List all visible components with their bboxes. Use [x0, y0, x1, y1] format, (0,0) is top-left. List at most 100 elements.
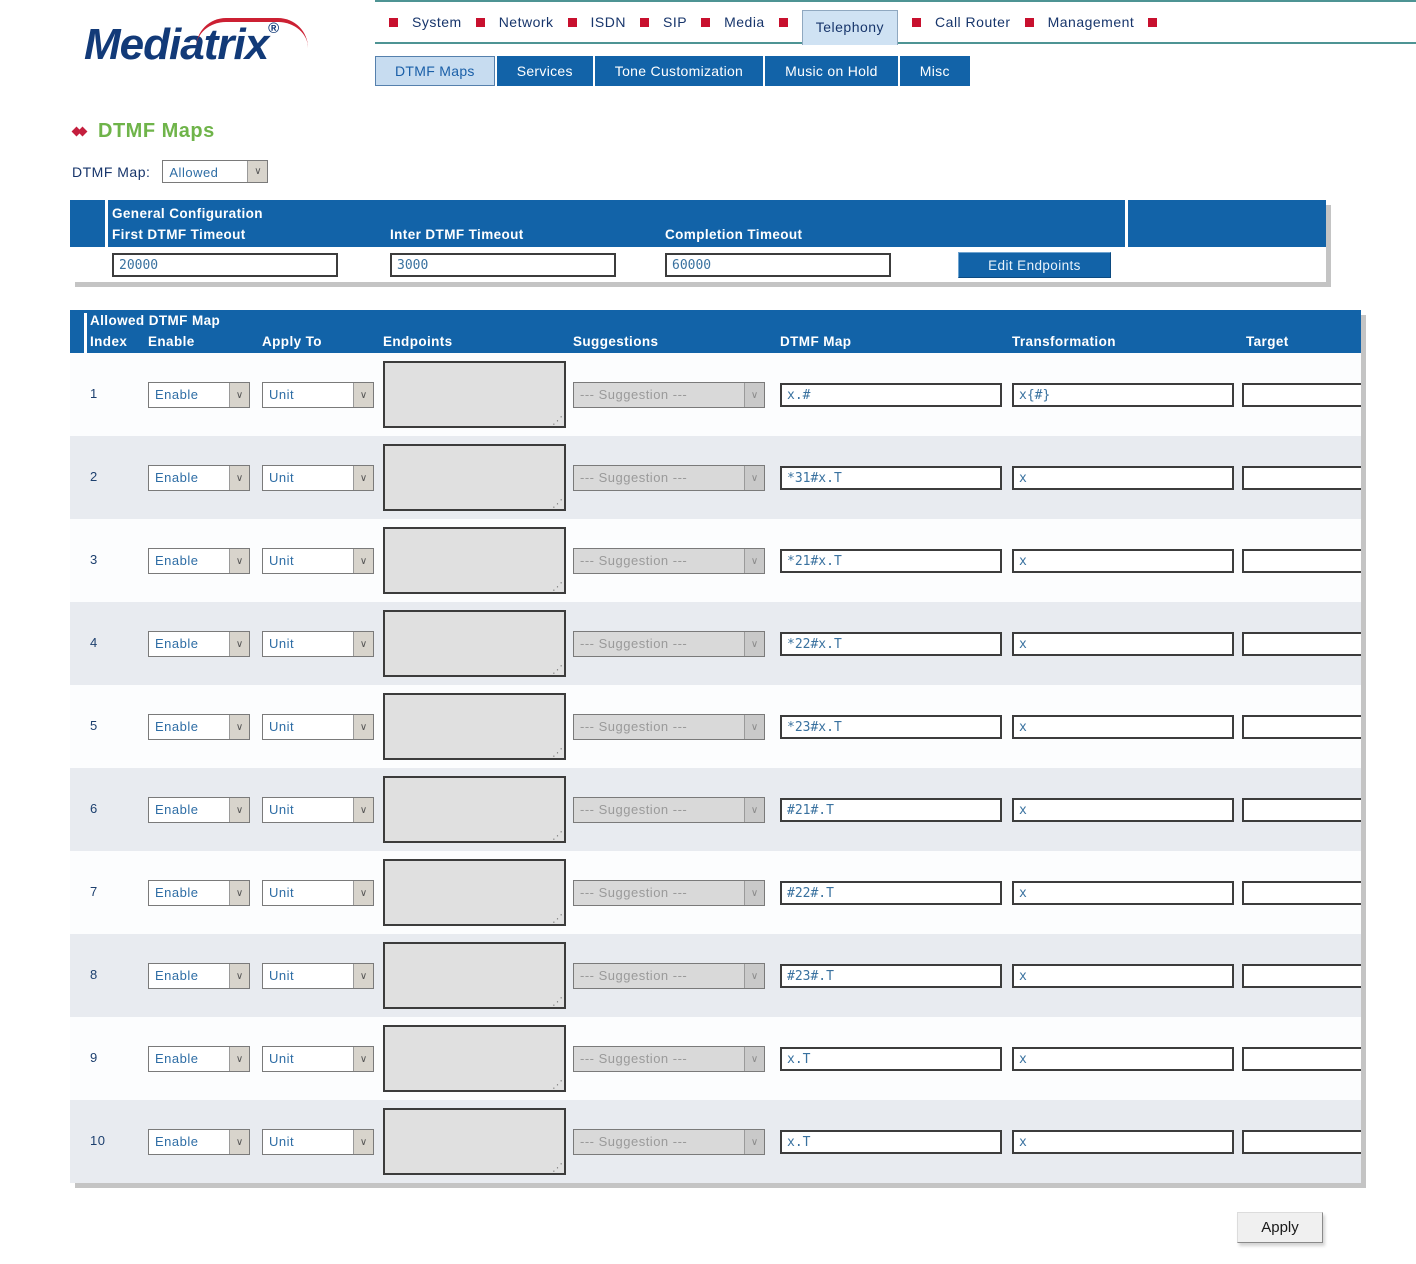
chevron-down-icon[interactable]: ∨	[353, 1047, 373, 1071]
endpoints-textarea[interactable]	[383, 527, 566, 594]
dtmf-map-input[interactable]	[780, 632, 1002, 656]
top-nav-item-sip[interactable]: SIP	[663, 14, 688, 30]
chevron-down-icon[interactable]: ∨	[353, 715, 373, 739]
chevron-down-icon[interactable]: ∨	[353, 632, 373, 656]
chevron-down-icon[interactable]: ∨	[353, 383, 373, 407]
chevron-down-icon[interactable]: ∨	[229, 1130, 249, 1154]
endpoints-textarea[interactable]	[383, 361, 566, 428]
inter-dtmf-timeout-input[interactable]	[390, 253, 616, 277]
target-input[interactable]	[1242, 1047, 1361, 1071]
chevron-down-icon[interactable]: ∨	[229, 881, 249, 905]
transformation-input[interactable]	[1012, 715, 1234, 739]
chevron-down-icon[interactable]: ∨	[229, 1047, 249, 1071]
endpoints-textarea[interactable]	[383, 693, 566, 760]
transformation-input[interactable]	[1012, 466, 1234, 490]
dtmf-map-input[interactable]	[780, 549, 1002, 573]
chevron-down-icon[interactable]: ∨	[353, 798, 373, 822]
endpoints-textarea[interactable]	[383, 1025, 566, 1092]
target-input[interactable]	[1242, 466, 1361, 490]
target-input[interactable]	[1242, 383, 1361, 407]
enable-select[interactable]: Enable ∨	[148, 465, 250, 491]
endpoints-textarea[interactable]	[383, 1108, 566, 1175]
enable-select[interactable]: Enable ∨	[148, 797, 250, 823]
top-nav-item-network[interactable]: Network	[498, 14, 554, 30]
dtmf-map-input[interactable]	[780, 715, 1002, 739]
top-nav-item-system[interactable]: System	[412, 14, 462, 30]
chevron-down-icon[interactable]: ∨	[247, 161, 268, 182]
endpoints-textarea[interactable]	[383, 776, 566, 843]
enable-select[interactable]: Enable ∨	[148, 382, 250, 408]
apply-to-select[interactable]: Unit ∨	[262, 382, 374, 408]
enable-select[interactable]: Enable ∨	[148, 714, 250, 740]
tab-misc[interactable]: Misc	[899, 56, 970, 86]
chevron-down-icon[interactable]: ∨	[353, 881, 373, 905]
apply-to-select[interactable]: Unit ∨	[262, 714, 374, 740]
target-input[interactable]	[1242, 881, 1361, 905]
enable-select[interactable]: Enable ∨	[148, 1046, 250, 1072]
enable-select[interactable]: Enable ∨	[148, 1129, 250, 1155]
endpoints-textarea[interactable]	[383, 942, 566, 1009]
apply-to-select[interactable]: Unit ∨	[262, 1129, 374, 1155]
endpoints-textarea[interactable]	[383, 444, 566, 511]
transformation-input[interactable]	[1012, 881, 1234, 905]
chevron-down-icon[interactable]: ∨	[353, 964, 373, 988]
transformation-input[interactable]	[1012, 632, 1234, 656]
enable-select[interactable]: Enable ∨	[148, 880, 250, 906]
transformation-input[interactable]	[1012, 964, 1234, 988]
chevron-down-icon[interactable]: ∨	[229, 964, 249, 988]
dtmf-map-input[interactable]	[780, 964, 1002, 988]
target-input[interactable]	[1242, 798, 1361, 822]
tab-tone-customization[interactable]: Tone Customization	[594, 56, 764, 86]
target-input[interactable]	[1242, 715, 1361, 739]
first-dtmf-timeout-input[interactable]	[112, 253, 338, 277]
target-input[interactable]	[1242, 632, 1361, 656]
chevron-down-icon[interactable]: ∨	[353, 1130, 373, 1154]
target-input[interactable]	[1242, 964, 1361, 988]
chevron-down-icon[interactable]: ∨	[229, 715, 249, 739]
enable-select[interactable]: Enable ∨	[148, 548, 250, 574]
transformation-input[interactable]	[1012, 549, 1234, 573]
dtmf-map-select[interactable]: Allowed ∨	[162, 160, 269, 183]
chevron-down-icon[interactable]: ∨	[353, 466, 373, 490]
chevron-down-icon[interactable]: ∨	[229, 383, 249, 407]
apply-to-select[interactable]: Unit ∨	[262, 797, 374, 823]
apply-to-select[interactable]: Unit ∨	[262, 1046, 374, 1072]
tab-dtmf-maps[interactable]: DTMF Maps	[375, 56, 495, 86]
chevron-down-icon[interactable]: ∨	[229, 632, 249, 656]
endpoints-textarea[interactable]	[383, 610, 566, 677]
top-nav-item-isdn[interactable]: ISDN	[590, 14, 626, 30]
top-nav-item-call-router[interactable]: Call Router	[935, 14, 1011, 30]
completion-timeout-input[interactable]	[665, 253, 891, 277]
apply-to-select[interactable]: Unit ∨	[262, 465, 374, 491]
transformation-input[interactable]	[1012, 798, 1234, 822]
transformation-input[interactable]	[1012, 383, 1234, 407]
dtmf-map-input[interactable]	[780, 798, 1002, 822]
transformation-input[interactable]	[1012, 1047, 1234, 1071]
edit-endpoints-button[interactable]: Edit Endpoints	[958, 252, 1111, 278]
endpoints-textarea[interactable]	[383, 859, 566, 926]
top-nav-item-telephony[interactable]: Telephony	[801, 9, 899, 45]
apply-to-select[interactable]: Unit ∨	[262, 963, 374, 989]
enable-select[interactable]: Enable ∨	[148, 963, 250, 989]
chevron-down-icon[interactable]: ∨	[353, 549, 373, 573]
target-input[interactable]	[1242, 549, 1361, 573]
transformation-input[interactable]	[1012, 1130, 1234, 1154]
dtmf-map-input[interactable]	[780, 1047, 1002, 1071]
apply-to-select[interactable]: Unit ∨	[262, 631, 374, 657]
chevron-down-icon[interactable]: ∨	[229, 549, 249, 573]
chevron-down-icon[interactable]: ∨	[229, 466, 249, 490]
tab-music-on-hold[interactable]: Music on Hold	[765, 56, 898, 86]
chevron-down-icon[interactable]: ∨	[229, 798, 249, 822]
enable-select[interactable]: Enable ∨	[148, 631, 250, 657]
dtmf-map-input[interactable]	[780, 1130, 1002, 1154]
top-nav-item-media[interactable]: Media	[724, 14, 765, 30]
top-nav-item-management[interactable]: Management	[1047, 14, 1135, 30]
target-input[interactable]	[1242, 1130, 1361, 1154]
apply-button[interactable]: Apply	[1237, 1212, 1323, 1243]
apply-to-select[interactable]: Unit ∨	[262, 548, 374, 574]
dtmf-map-input[interactable]	[780, 466, 1002, 490]
apply-to-select[interactable]: Unit ∨	[262, 880, 374, 906]
tab-services[interactable]: Services	[496, 56, 593, 86]
dtmf-map-input[interactable]	[780, 383, 1002, 407]
dtmf-map-input[interactable]	[780, 881, 1002, 905]
